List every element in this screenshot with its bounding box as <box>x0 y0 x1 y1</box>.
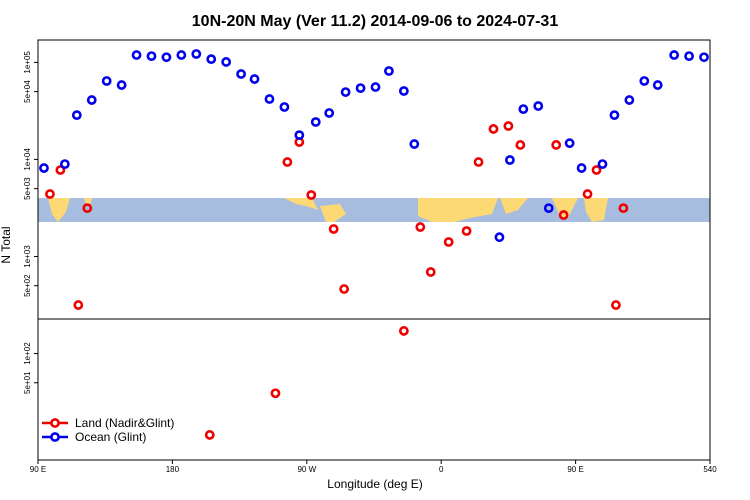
x-tick-label: 180 <box>166 465 180 474</box>
legend-label: Land (Nadir&Glint) <box>75 416 174 430</box>
point <box>699 52 709 63</box>
y-tick-label: 5e+02 <box>23 274 32 297</box>
point <box>488 124 499 134</box>
point <box>324 108 335 118</box>
point <box>116 80 127 90</box>
point <box>55 165 66 175</box>
point <box>515 140 526 150</box>
y-tick-label: 5e+01 <box>23 371 32 394</box>
point <box>146 51 157 62</box>
point <box>270 388 281 399</box>
point <box>564 138 575 149</box>
point <box>339 284 350 294</box>
point <box>370 82 381 92</box>
point <box>639 76 650 86</box>
point <box>39 163 49 173</box>
point <box>294 130 305 141</box>
point <box>409 139 420 149</box>
point <box>611 300 621 310</box>
x-tick-label: 540 <box>703 465 717 474</box>
legend-label: Ocean (Glint) <box>75 430 146 444</box>
point <box>279 102 290 112</box>
point <box>161 52 172 63</box>
point <box>398 326 409 336</box>
point <box>384 66 394 76</box>
y-axis-label: N Total <box>0 226 13 263</box>
point <box>355 83 366 94</box>
point <box>415 222 426 232</box>
y-tick-label: 5e+03 <box>23 177 32 200</box>
point <box>221 57 232 67</box>
point <box>618 203 629 214</box>
y-tick-label: 1e+03 <box>23 245 32 268</box>
y-tick-label: 5e+04 <box>23 80 32 103</box>
point <box>684 51 694 62</box>
point <box>533 101 544 111</box>
point <box>461 226 472 236</box>
point <box>443 237 454 247</box>
x-tick-label: 90 E <box>30 465 46 474</box>
point <box>609 110 620 121</box>
point <box>73 300 84 310</box>
point <box>558 210 569 220</box>
chart-title: 10N-20N May (Ver 11.2) 2014-09-06 to 202… <box>192 13 559 30</box>
legend-marker <box>50 432 60 442</box>
point <box>504 155 515 165</box>
point <box>191 49 202 59</box>
point <box>249 74 260 84</box>
point <box>582 189 593 199</box>
point <box>236 69 246 79</box>
point <box>473 157 484 167</box>
x-axis-label: Longitude (deg E) <box>327 477 422 491</box>
x-tick-label: 90 E <box>567 465 583 474</box>
point <box>543 203 554 214</box>
point <box>494 232 505 243</box>
point <box>425 267 436 277</box>
point <box>340 87 351 97</box>
map-band <box>38 198 710 222</box>
point <box>669 50 680 60</box>
point <box>310 117 321 127</box>
point <box>306 190 317 200</box>
point <box>176 50 187 60</box>
point <box>398 86 409 96</box>
point <box>86 95 97 105</box>
x-tick-label: 90 W <box>297 465 316 474</box>
point <box>624 95 635 105</box>
point <box>101 76 112 86</box>
point <box>45 189 55 199</box>
y-tick-label: 1e+05 <box>23 51 32 74</box>
point <box>59 159 70 169</box>
x-tick-label: 0 <box>439 465 444 474</box>
point <box>131 50 142 60</box>
legend-marker <box>50 418 60 428</box>
plot-frame <box>37 39 711 461</box>
point <box>204 430 215 440</box>
point <box>597 159 608 169</box>
y-tick-label: 1e+04 <box>23 148 32 171</box>
point <box>576 163 587 173</box>
point <box>82 203 93 214</box>
point <box>591 165 602 175</box>
point <box>328 224 339 234</box>
point <box>206 54 217 65</box>
point <box>71 110 82 121</box>
point <box>551 140 562 150</box>
point <box>518 104 529 114</box>
y-tick-label: 1e+02 <box>23 342 32 365</box>
point <box>282 157 293 167</box>
point <box>652 80 663 90</box>
point <box>503 121 514 131</box>
point <box>264 94 275 104</box>
